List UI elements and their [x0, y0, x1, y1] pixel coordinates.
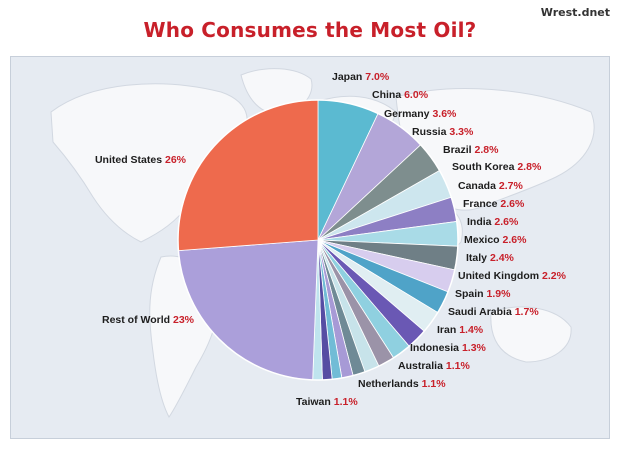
slice-label-rest-of-world: Rest of World 23% [102, 314, 195, 326]
slice-label-russia: Russia 3.3% [412, 126, 474, 138]
slice-label-china: China 6.0% [372, 89, 429, 101]
slice-label-united-kingdom: United Kingdom 2.2% [458, 270, 567, 282]
slice-label-spain: Spain 1.9% [455, 288, 511, 300]
slice-label-netherlands: Netherlands 1.1% [358, 378, 446, 390]
slice-label-australia: Australia 1.1% [398, 360, 470, 372]
slice-label-mexico: Mexico 2.6% [464, 234, 527, 246]
pie-slice-united-states [177, 99, 319, 252]
chart-title: Who Consumes the Most Oil? [143, 18, 477, 42]
slice-label-india: India 2.6% [467, 216, 519, 228]
site-watermark: Wrest.dnet [540, 6, 610, 19]
slice-label-canada: Canada 2.7% [458, 180, 523, 192]
slice-label-indonesia: Indonesia 1.3% [410, 342, 487, 354]
slice-label-germany: Germany 3.6% [384, 108, 457, 120]
slice-label-japan: Japan 7.0% [332, 71, 390, 83]
slice-label-saudi-arabia: Saudi Arabia 1.7% [448, 306, 539, 318]
slice-label-united-states: United States 26% [95, 154, 187, 166]
pie-slice-rest-of-world [177, 239, 319, 381]
slice-label-brazil: Brazil 2.8% [443, 144, 499, 156]
pie-outline [177, 99, 459, 381]
slice-label-south-korea: South Korea 2.8% [452, 161, 542, 173]
slice-label-iran: Iran 1.4% [437, 324, 484, 336]
slice-label-france: France 2.6% [463, 198, 525, 210]
slice-label-italy: Italy 2.4% [466, 252, 515, 264]
slice-label-taiwan: Taiwan 1.1% [296, 396, 358, 408]
